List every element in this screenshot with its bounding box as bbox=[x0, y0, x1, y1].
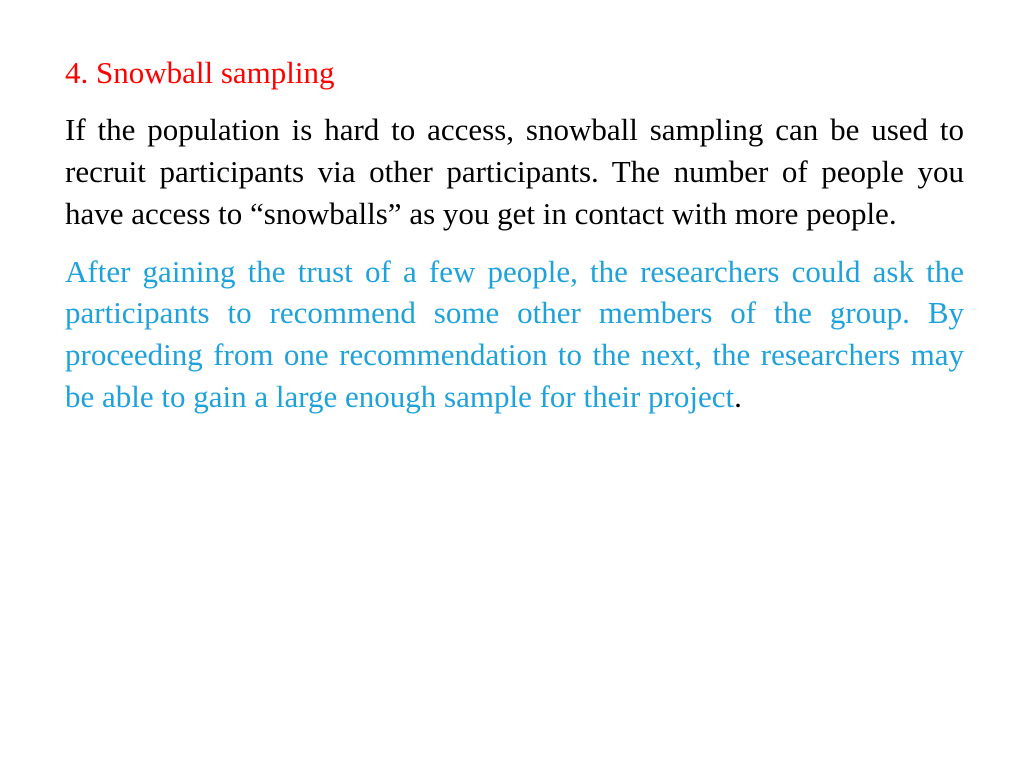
example-paragraph: After gaining the trust of a few people,… bbox=[65, 251, 964, 418]
section-heading: 4. Snowball sampling bbox=[65, 55, 964, 91]
example-text: After gaining the trust of a few people,… bbox=[65, 254, 964, 415]
definition-paragraph: If the population is hard to access, sno… bbox=[65, 109, 964, 235]
trailing-period: . bbox=[734, 379, 742, 414]
